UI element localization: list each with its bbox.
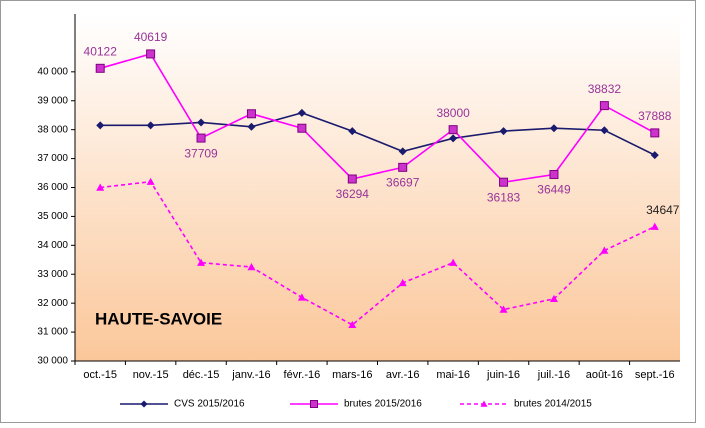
- annotation: HAUTE-SAVOIE: [95, 309, 222, 328]
- legend-marker: [310, 400, 318, 408]
- x-tick-label: avr.-16: [386, 369, 420, 381]
- y-tick-label: 40 000: [37, 66, 68, 77]
- point: [347, 174, 357, 184]
- y-tick-label: 34 000: [37, 240, 68, 251]
- point: [297, 108, 306, 117]
- point: [96, 121, 105, 130]
- y-tick-label: 33 000: [37, 269, 68, 280]
- point: [449, 258, 458, 266]
- point: [197, 118, 206, 127]
- series-line: [100, 180, 656, 326]
- y-tick-label: 39 000: [37, 95, 68, 106]
- x-tick-label: août-16: [586, 369, 623, 381]
- point: [549, 124, 558, 133]
- point: [499, 177, 509, 187]
- data-label: 36183: [487, 190, 521, 204]
- x-tick-label: févr.-16: [284, 369, 321, 381]
- point: [146, 177, 155, 185]
- point: [650, 151, 659, 160]
- x-tick-label: janv.-16: [231, 369, 270, 381]
- point: [197, 258, 206, 266]
- point: [348, 127, 357, 136]
- data-label: 36697: [386, 176, 420, 190]
- x-tick-label: oct.-15: [83, 369, 117, 381]
- point: [499, 127, 508, 136]
- point: [398, 278, 407, 287]
- data-label: 40619: [134, 30, 168, 44]
- point: [650, 128, 660, 138]
- point: [247, 263, 256, 271]
- point: [196, 133, 206, 143]
- point: [297, 293, 306, 301]
- x-tick-label: juil.-16: [537, 369, 570, 381]
- legend-label: CVS 2015/2016: [174, 399, 245, 410]
- point: [96, 183, 105, 191]
- data-label: 37709: [184, 146, 218, 160]
- y-tick-label: 31 000: [37, 327, 68, 338]
- data-label: 38000: [436, 106, 470, 120]
- point: [549, 294, 558, 303]
- x-tick-label: mars-16: [332, 369, 372, 381]
- point: [599, 101, 609, 111]
- x-tick-label: juin-16: [486, 369, 520, 381]
- point: [297, 123, 307, 133]
- y-tick-label: 36 000: [37, 182, 68, 193]
- y-tick-label: 35 000: [37, 211, 68, 222]
- point: [246, 109, 256, 119]
- x-tick-label: mai-16: [436, 369, 470, 381]
- data-label: 34647: [646, 203, 680, 217]
- y-tick-label: 38 000: [37, 124, 68, 135]
- point: [95, 63, 105, 73]
- series-line: [99, 52, 656, 184]
- point: [549, 170, 559, 180]
- legend-marker: [480, 400, 488, 407]
- point: [348, 320, 357, 329]
- legend-label: brutes 2015/2016: [344, 399, 422, 410]
- y-tick-label: 37 000: [37, 153, 68, 164]
- point: [146, 49, 156, 59]
- point: [600, 246, 609, 254]
- point: [600, 126, 609, 135]
- data-label: 38832: [588, 82, 622, 96]
- data-label: 36294: [336, 187, 370, 201]
- point: [398, 147, 407, 156]
- point: [650, 222, 659, 230]
- point: [146, 121, 155, 130]
- data-label: 40122: [84, 44, 118, 58]
- x-tick-label: sept.-16: [635, 369, 675, 381]
- point: [448, 125, 458, 135]
- y-tick-label: 30 000: [37, 356, 68, 367]
- point: [398, 162, 408, 172]
- x-tick-label: déc.-15: [183, 369, 220, 381]
- x-tick-label: nov.-15: [133, 369, 169, 381]
- point: [449, 134, 458, 143]
- data-label: 37888: [638, 109, 672, 123]
- legend-marker: [140, 400, 148, 408]
- data-label: 36449: [537, 183, 571, 197]
- point: [247, 122, 256, 131]
- y-tick-label: 32 000: [37, 298, 68, 309]
- legend-label: brutes 2014/2015: [514, 399, 592, 410]
- point: [499, 305, 508, 313]
